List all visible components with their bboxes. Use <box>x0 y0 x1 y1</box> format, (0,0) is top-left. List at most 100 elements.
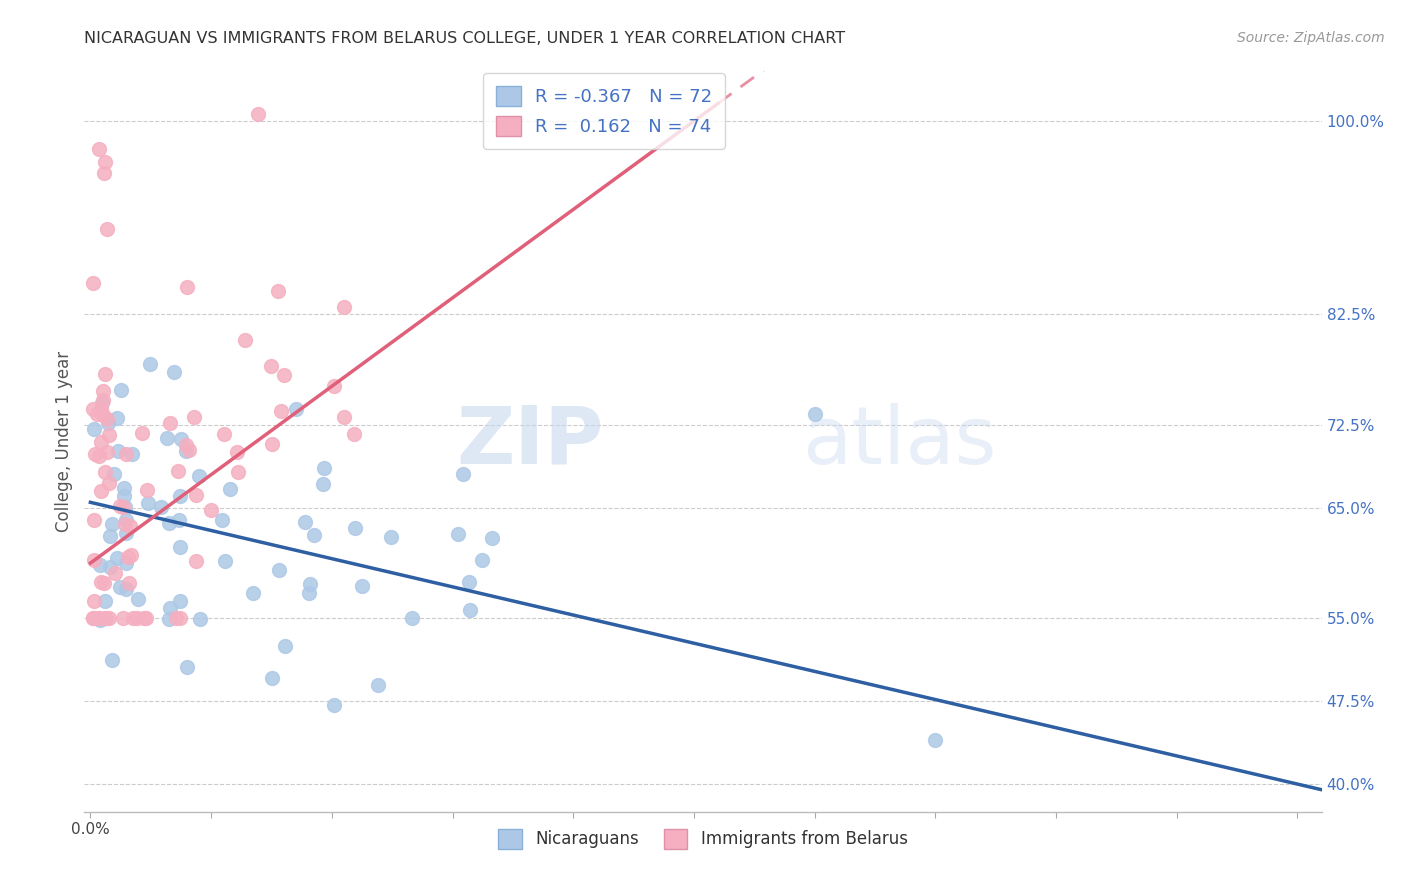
Text: Source: ZipAtlas.com: Source: ZipAtlas.com <box>1237 31 1385 45</box>
Point <box>284 402 307 417</box>
Point <box>136 496 159 510</box>
Point <box>114 556 136 570</box>
Point <box>97 416 120 430</box>
Point <box>87 142 110 156</box>
Point <box>93 576 115 591</box>
Point <box>470 552 492 566</box>
Point <box>169 611 191 625</box>
Point <box>115 582 138 597</box>
Point <box>184 554 207 568</box>
Point <box>267 284 290 298</box>
Point <box>132 611 155 625</box>
Point <box>260 359 283 373</box>
Point <box>367 678 389 692</box>
Point <box>118 576 141 591</box>
Point <box>83 553 105 567</box>
Point <box>323 698 346 712</box>
Point <box>302 527 325 541</box>
Point <box>101 653 124 667</box>
Point <box>183 410 205 425</box>
Point <box>93 392 115 407</box>
Point <box>84 447 107 461</box>
Point <box>136 483 159 498</box>
Point <box>159 416 181 430</box>
Point <box>104 566 127 580</box>
Point <box>458 574 481 589</box>
Point <box>174 438 197 452</box>
Point <box>94 611 117 625</box>
Legend: Nicaraguans, Immigrants from Belarus: Nicaraguans, Immigrants from Belarus <box>492 822 914 855</box>
Point <box>91 408 114 422</box>
Point <box>380 530 402 544</box>
Point <box>120 519 142 533</box>
Point <box>93 154 115 169</box>
Point <box>401 611 423 625</box>
Point <box>90 575 112 590</box>
Point <box>82 401 104 416</box>
Point <box>114 500 136 515</box>
Y-axis label: College, Under 1 year: College, Under 1 year <box>55 351 73 533</box>
Point <box>105 411 128 425</box>
Point <box>115 447 138 461</box>
Point <box>159 601 181 615</box>
Point <box>83 421 105 435</box>
Point <box>82 611 104 625</box>
Point <box>311 476 333 491</box>
Point <box>114 516 136 531</box>
Point <box>96 411 118 425</box>
Point <box>187 469 209 483</box>
Point <box>270 404 292 418</box>
Point <box>269 563 291 577</box>
Point <box>91 384 114 398</box>
Point <box>121 447 143 461</box>
Point <box>260 671 283 685</box>
Point <box>447 527 470 541</box>
Point <box>111 611 134 625</box>
Point <box>924 732 946 747</box>
Point <box>165 611 187 625</box>
Point <box>157 611 180 625</box>
Point <box>87 611 110 625</box>
Point <box>90 401 112 416</box>
Point <box>218 482 240 496</box>
Point <box>107 443 129 458</box>
Point <box>312 460 335 475</box>
Point <box>322 378 344 392</box>
Point <box>176 443 198 458</box>
Point <box>135 611 157 625</box>
Point <box>98 529 121 543</box>
Point <box>96 222 118 236</box>
Point <box>87 611 110 625</box>
Point <box>149 500 172 514</box>
Point <box>114 526 136 541</box>
Point <box>131 425 153 440</box>
Point <box>226 445 249 459</box>
Point <box>299 577 322 591</box>
Point <box>108 499 131 513</box>
Point <box>184 488 207 502</box>
Point <box>98 476 121 491</box>
Point <box>82 611 104 625</box>
Point <box>139 357 162 371</box>
Point <box>98 428 121 442</box>
Point <box>83 593 105 607</box>
Text: atlas: atlas <box>801 402 997 481</box>
Point <box>214 554 236 568</box>
Point <box>169 541 191 555</box>
Point <box>122 611 145 625</box>
Point <box>94 594 117 608</box>
Point <box>333 300 356 314</box>
Point <box>162 365 184 379</box>
Point <box>246 106 269 120</box>
Point <box>115 513 138 527</box>
Point <box>89 613 111 627</box>
Point <box>169 432 191 446</box>
Point <box>226 466 249 480</box>
Point <box>90 435 112 450</box>
Point <box>176 660 198 674</box>
Point <box>451 467 474 481</box>
Point <box>352 578 374 592</box>
Point <box>94 465 117 479</box>
Point <box>110 384 132 398</box>
Point <box>112 481 135 495</box>
